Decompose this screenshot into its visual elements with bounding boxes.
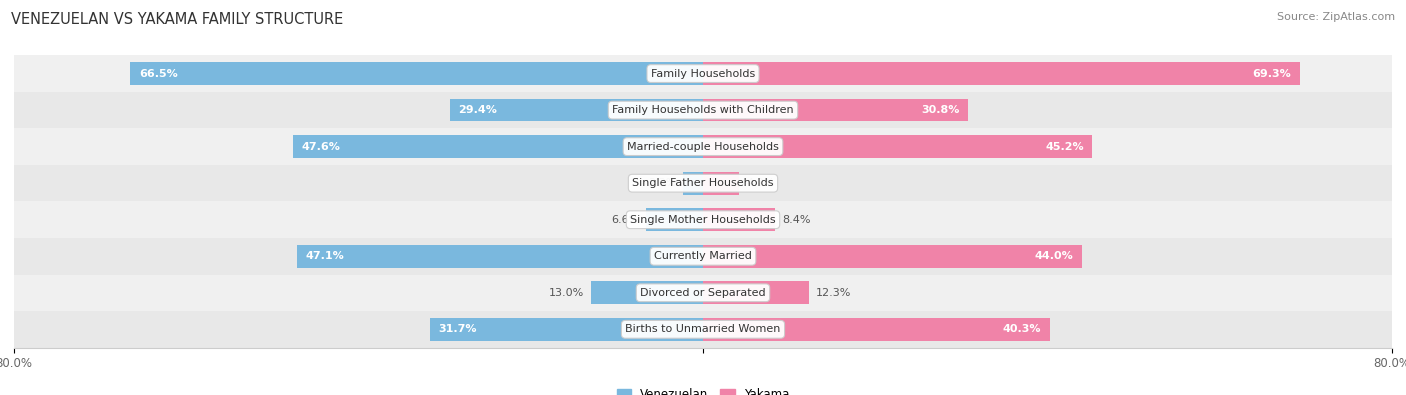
Text: 47.1%: 47.1% [307,251,344,261]
Bar [703,135,1092,158]
Bar [703,245,1083,267]
Text: VENEZUELAN VS YAKAMA FAMILY STRUCTURE: VENEZUELAN VS YAKAMA FAMILY STRUCTURE [11,12,343,27]
Text: 47.6%: 47.6% [302,142,340,152]
Legend: Venezuelan, Yakama: Venezuelan, Yakama [612,384,794,395]
Text: Family Households: Family Households [651,69,755,79]
Text: 30.8%: 30.8% [921,105,960,115]
Text: 69.3%: 69.3% [1253,69,1291,79]
Bar [14,128,1392,165]
Text: 2.3%: 2.3% [648,178,676,188]
Bar [14,201,1392,238]
Bar [703,318,1050,340]
Text: 44.0%: 44.0% [1035,251,1073,261]
Bar [450,99,703,121]
Bar [703,209,775,231]
Text: Single Mother Households: Single Mother Households [630,215,776,225]
Text: 13.0%: 13.0% [548,288,583,298]
Text: Divorced or Separated: Divorced or Separated [640,288,766,298]
Bar [14,238,1392,275]
Text: 31.7%: 31.7% [439,324,477,334]
Bar [14,55,1392,92]
Text: Source: ZipAtlas.com: Source: ZipAtlas.com [1277,12,1395,22]
Text: 6.6%: 6.6% [612,215,640,225]
Bar [131,62,703,85]
Text: 12.3%: 12.3% [815,288,851,298]
Bar [703,99,969,121]
Text: 40.3%: 40.3% [1002,324,1042,334]
Bar [298,245,703,267]
Text: 8.4%: 8.4% [782,215,811,225]
Bar [14,275,1392,311]
Text: Currently Married: Currently Married [654,251,752,261]
Text: 66.5%: 66.5% [139,69,177,79]
Bar [683,172,703,194]
Bar [591,282,703,304]
Text: Single Father Households: Single Father Households [633,178,773,188]
Bar [647,209,703,231]
Text: 45.2%: 45.2% [1045,142,1084,152]
Bar [14,92,1392,128]
Text: 4.2%: 4.2% [747,178,775,188]
Bar [14,311,1392,348]
Text: Family Households with Children: Family Households with Children [612,105,794,115]
Text: Births to Unmarried Women: Births to Unmarried Women [626,324,780,334]
Bar [14,165,1392,201]
Bar [703,172,740,194]
Bar [430,318,703,340]
Text: Married-couple Households: Married-couple Households [627,142,779,152]
Bar [292,135,703,158]
Bar [703,62,1299,85]
Text: 29.4%: 29.4% [458,105,498,115]
Bar [703,282,808,304]
